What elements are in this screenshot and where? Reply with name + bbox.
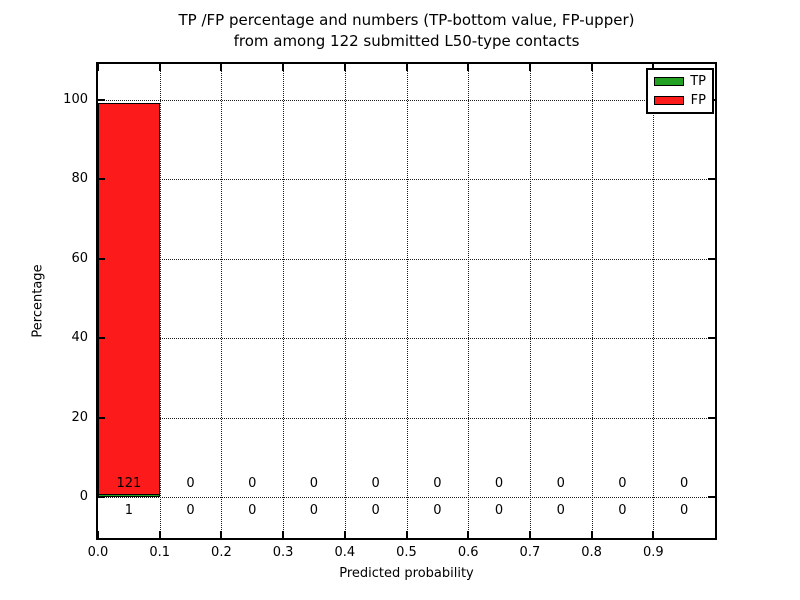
grid-line-vertical — [159, 64, 161, 538]
x-tick-mark-top — [405, 64, 408, 71]
x-tick-label: 0.1 — [149, 545, 171, 560]
tp-count-label: 1 — [124, 503, 133, 518]
x-tick-mark-top — [590, 64, 593, 71]
x-tick-label: 0.7 — [519, 545, 541, 560]
grid-line-vertical — [529, 64, 531, 538]
x-tick-mark — [652, 531, 655, 538]
x-tick-mark-top — [97, 64, 99, 71]
tp-count-label: 0 — [248, 503, 257, 518]
tp-count-label: 0 — [186, 503, 195, 518]
y-tick-label: 0 — [79, 489, 88, 504]
grid-line-vertical — [344, 64, 346, 538]
tp-count-label: 0 — [556, 503, 565, 518]
x-tick-mark-top — [282, 64, 285, 71]
tp-count-label: 0 — [680, 503, 689, 518]
bar-fp — [98, 103, 160, 497]
chart-title-line1: TP /FP percentage and numbers (TP-bottom… — [178, 11, 635, 29]
x-tick-mark-top — [343, 64, 346, 71]
x-tick-label: 0.8 — [581, 545, 602, 560]
grid-line-vertical — [406, 64, 408, 538]
fp-count-label: 0 — [680, 476, 689, 491]
grid-line-vertical — [591, 64, 593, 538]
x-tick-label: 0.3 — [272, 545, 294, 560]
y-tick-label: 20 — [71, 409, 88, 425]
y-tick-mark — [98, 416, 105, 419]
y-tick-mark — [98, 496, 105, 498]
chart-title-line2: from among 122 submitted L50-type contac… — [233, 32, 580, 50]
y-tick-label: 100 — [63, 92, 88, 107]
y-tick-label: 60 — [71, 250, 88, 266]
grid-line-vertical — [283, 64, 285, 538]
x-tick-mark — [528, 531, 531, 538]
fp-swatch-icon — [654, 96, 684, 105]
legend: TP FP — [646, 68, 714, 114]
fp-count-label: 0 — [186, 476, 195, 491]
grid-line-vertical — [221, 64, 223, 538]
y-tick-label: 40 — [71, 330, 88, 346]
fp-count-label: 0 — [371, 476, 380, 491]
x-tick-mark — [343, 531, 346, 538]
x-tick-mark-top — [467, 64, 470, 71]
tp-count-label: 0 — [371, 503, 380, 518]
fp-count-label: 0 — [248, 476, 257, 491]
plot-area: TP FP 0 20 40 60 80 100 0.0 0.1 0.2 0.3 0.4 0.5 0.6 0… — [63, 62, 717, 560]
x-tick-mark — [405, 531, 408, 538]
chart-title: TP /FP percentage and numbers (TP-bottom… — [96, 10, 717, 52]
tp-count-label: 0 — [433, 503, 442, 518]
tp-count-label: 0 — [494, 503, 504, 518]
y-tick-mark — [98, 257, 105, 260]
x-tick-mark-top — [220, 64, 223, 71]
legend-item-fp: FP — [654, 92, 706, 108]
fp-count-label: 121 — [116, 476, 142, 491]
x-tick-mark — [97, 531, 99, 538]
x-tick-mark-top — [528, 64, 531, 71]
x-tick-label: 0.0 — [87, 545, 109, 560]
x-tick-label: 0.6 — [457, 545, 479, 560]
fp-count-label: 0 — [309, 476, 319, 491]
legend-item-tp: TP — [654, 73, 706, 89]
x-tick-mark — [220, 531, 223, 538]
x-tick-mark-top — [158, 64, 161, 71]
tp-count-label: 0 — [618, 503, 627, 518]
x-axis-label: Predicted probability — [339, 566, 474, 581]
tp-swatch-icon — [654, 77, 684, 86]
legend-label-tp: TP — [690, 73, 706, 89]
y-axis-label: Percentage — [30, 264, 46, 338]
y-tick-mark — [98, 337, 105, 340]
grid-line-vertical — [653, 64, 655, 538]
fp-count-label: 0 — [433, 476, 442, 491]
y-tick-mark-right — [708, 337, 715, 340]
bar-tp — [98, 493, 160, 497]
x-tick-label: 0.9 — [642, 545, 664, 560]
y-tick-label: 80 — [71, 171, 88, 187]
x-tick-mark — [282, 531, 285, 538]
grid-line-vertical — [468, 64, 470, 538]
y-tick-mark-right — [708, 178, 715, 181]
x-tick-mark — [467, 531, 470, 538]
tp-count-label: 0 — [309, 503, 319, 518]
y-tick-mark-right — [708, 496, 715, 498]
x-tick-label: 0.4 — [334, 545, 356, 560]
fp-count-label: 0 — [618, 476, 627, 491]
x-tick-mark-top — [652, 64, 655, 71]
y-tick-mark-right — [708, 257, 715, 260]
y-tick-mark — [98, 99, 105, 101]
fp-count-label: 0 — [556, 476, 565, 491]
x-tick-label: 0.5 — [396, 545, 417, 560]
x-tick-label: 0.2 — [211, 545, 232, 560]
legend-label-fp: FP — [690, 92, 706, 108]
x-tick-mark — [590, 531, 593, 538]
y-tick-mark — [98, 178, 105, 181]
x-tick-mark — [158, 531, 161, 538]
fp-count-label: 0 — [494, 476, 504, 491]
y-tick-mark-right — [708, 416, 715, 419]
